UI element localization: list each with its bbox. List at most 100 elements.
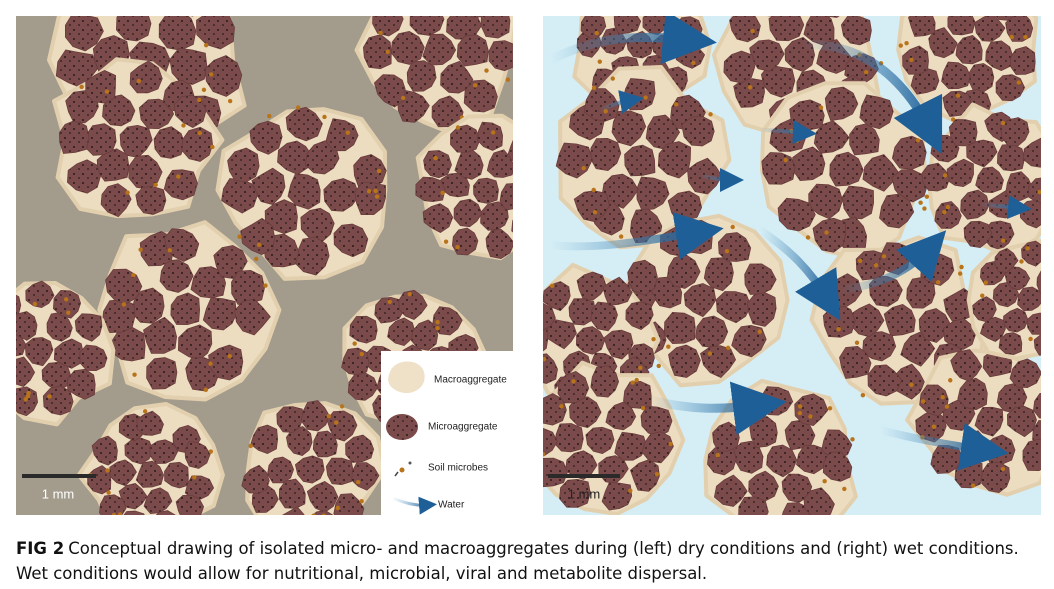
water-arrow — [599, 90, 644, 114]
microaggregate — [398, 289, 428, 320]
soil-microbe — [5, 396, 9, 400]
soil-microbe — [857, 258, 863, 263]
microaggregate — [325, 118, 359, 152]
microaggregate — [681, 115, 715, 147]
soil-microbe — [254, 256, 259, 262]
microaggregate — [627, 259, 658, 296]
microaggregate — [432, 306, 463, 336]
soil-microbe — [355, 479, 361, 485]
soil-microbe — [435, 325, 440, 331]
soil-microbe — [435, 320, 440, 325]
soil-microbe — [808, 414, 813, 419]
microaggregate — [300, 207, 335, 244]
microaggregate — [294, 455, 325, 484]
microaggregate — [66, 159, 101, 194]
soil-microbe — [105, 468, 110, 473]
microaggregate — [733, 78, 765, 108]
soil-microbe — [697, 16, 700, 17]
soil-microbe — [860, 393, 866, 398]
microaggregate — [614, 431, 648, 461]
soil-microbe — [47, 394, 52, 399]
soil-microbe — [824, 230, 829, 235]
water-arrow — [648, 381, 787, 436]
soil-microbe — [957, 271, 963, 276]
water-arrow — [699, 167, 744, 192]
scale-bar-label: 1 mm — [42, 486, 75, 501]
microaggregate — [406, 60, 437, 92]
soil-microbe — [630, 380, 635, 385]
microaggregate — [928, 27, 958, 59]
soil-microbe — [581, 165, 586, 171]
microaggregate — [476, 121, 504, 151]
soil-microbe — [203, 387, 209, 393]
soil-microbe — [592, 209, 598, 215]
microaggregate — [1000, 117, 1030, 147]
legend-label: Microaggregate — [428, 422, 498, 433]
soil-microbe — [668, 441, 673, 447]
microaggregate — [0, 306, 7, 336]
microaggregate — [761, 152, 796, 185]
microaggregate — [723, 50, 756, 84]
soil-microbe — [797, 404, 803, 409]
soil-microbe — [440, 190, 445, 195]
microaggregate — [840, 16, 872, 46]
soil-microbe — [940, 394, 945, 400]
microaggregate — [153, 126, 186, 159]
microaggregate — [85, 70, 117, 104]
microaggregate — [980, 316, 1006, 342]
microaggregate — [1009, 46, 1036, 75]
soil-microbe — [849, 9, 853, 13]
microaggregate — [953, 0, 979, 8]
soil-microbe — [918, 200, 923, 205]
microaggregate — [58, 119, 90, 154]
soil-microbe — [222, 16, 224, 17]
soil-microbe — [526, 436, 530, 440]
soil-microbe — [931, 424, 937, 429]
soil-microbe — [797, 410, 803, 416]
microaggregate — [766, 16, 775, 17]
water-arrow — [549, 212, 724, 260]
microaggregate — [625, 301, 654, 330]
microaggregate — [66, 368, 96, 400]
microaggregate — [349, 315, 378, 344]
microaggregate — [576, 271, 607, 301]
soil-microbe — [66, 310, 71, 315]
water-arrow — [759, 120, 817, 145]
water-arrow — [979, 195, 1032, 219]
microaggregate — [1017, 286, 1041, 312]
microaggregate — [784, 0, 819, 9]
soil-microbe — [724, 248, 730, 254]
microaggregate — [300, 400, 330, 432]
soil-microbe — [686, 31, 692, 36]
microaggregate — [123, 510, 145, 515]
microaggregate — [573, 190, 610, 223]
soil-microbe — [26, 390, 31, 396]
microaggregate — [16, 311, 38, 341]
microaggregate — [543, 457, 568, 488]
microaggregate — [744, 263, 777, 295]
microaggregate — [1036, 270, 1041, 294]
microaggregate — [624, 144, 656, 177]
microaggregate — [781, 473, 813, 503]
microaggregate — [963, 220, 993, 249]
soil-microbe — [1000, 466, 1006, 472]
soil-microbe — [750, 28, 755, 34]
soil-microbe — [106, 490, 111, 495]
soil-microbe — [1037, 189, 1041, 195]
soil-microbe — [597, 59, 602, 64]
soil-microbe — [321, 513, 326, 515]
soil-microbe — [959, 264, 964, 270]
soil-microbe — [443, 239, 449, 244]
microaggregate — [942, 317, 976, 350]
microaggregate — [312, 510, 334, 515]
soil-microbe — [549, 283, 555, 289]
microaggregate — [585, 426, 615, 455]
soil-microbe — [378, 30, 383, 35]
microaggregate — [1050, 253, 1054, 277]
microaggregate — [630, 459, 660, 492]
soil-microbe — [850, 437, 855, 442]
soil-microbe — [960, 457, 966, 463]
microaggregate — [423, 150, 452, 179]
soil-microbe — [915, 138, 921, 143]
soil-microbe — [117, 512, 123, 515]
